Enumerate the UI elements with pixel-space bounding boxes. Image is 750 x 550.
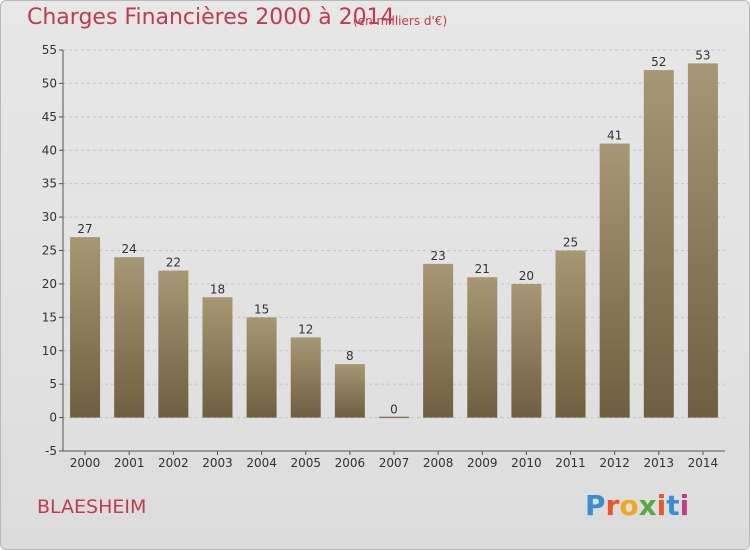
brand-letter: P xyxy=(585,489,606,522)
value-label-2000: 27 xyxy=(77,222,92,236)
value-label-2004: 15 xyxy=(254,302,269,316)
value-label-2010: 20 xyxy=(519,269,534,283)
y-tick-label: 30 xyxy=(42,210,57,224)
x-axis-ticks: 2000 2001 2002 2003 2004 2005 2006 2007 2008 2009… xyxy=(70,451,718,470)
bar-2004 xyxy=(246,317,277,418)
brand-letter: x xyxy=(638,489,657,522)
y-tick-label: 50 xyxy=(42,76,57,90)
value-label-2001: 24 xyxy=(122,242,137,256)
value-label-2002: 22 xyxy=(166,256,181,270)
brand-letter: r xyxy=(605,489,620,522)
x-tick-label-2000: 2000 xyxy=(70,456,101,470)
brand-logo: Proxiti xyxy=(585,489,689,522)
y-tick-label: 55 xyxy=(42,43,57,57)
x-tick-label-2010: 2010 xyxy=(511,456,542,470)
bar-2007 xyxy=(379,416,409,419)
bar-2012 xyxy=(599,143,630,418)
chart-title: Charges Financières 2000 à 2014 xyxy=(27,5,395,30)
brand-letter: o xyxy=(619,489,639,522)
brand-letter: i xyxy=(656,489,667,522)
y-tick-label: 40 xyxy=(42,143,57,157)
x-tick-label-2009: 2009 xyxy=(467,456,498,470)
x-tick-label-2011: 2011 xyxy=(555,456,586,470)
y-tick-label: 25 xyxy=(42,244,57,258)
bar-2009 xyxy=(467,277,498,418)
value-label-2014: 53 xyxy=(695,48,710,62)
bar-2011 xyxy=(555,250,586,418)
x-tick-label-2012: 2012 xyxy=(599,456,630,470)
x-tick-label-2008: 2008 xyxy=(423,456,454,470)
x-tick-label-2014: 2014 xyxy=(688,456,719,470)
y-tick-label: 0 xyxy=(49,411,57,425)
x-tick-label-2004: 2004 xyxy=(246,456,277,470)
value-label-2012: 41 xyxy=(607,129,622,143)
value-label-2003: 18 xyxy=(210,282,225,296)
bar-2006 xyxy=(334,364,365,418)
bar-2010 xyxy=(511,283,542,418)
value-label-2006: 8 xyxy=(346,349,354,363)
bar-2013 xyxy=(643,70,674,418)
y-tick-label: 35 xyxy=(42,177,57,191)
value-labels: 27 24 22 18 15 12 8 0 23 21 20 25 41 52 53 xyxy=(77,48,710,416)
y-axis-ticks: -5 0 5 10 15 20 25 30 35 40 45 50 55 xyxy=(42,43,63,458)
y-tick-label: 45 xyxy=(42,110,57,124)
bar-2003 xyxy=(202,297,233,418)
x-tick-label-2001: 2001 xyxy=(114,456,145,470)
bar-2001 xyxy=(114,257,145,418)
y-tick-label: 10 xyxy=(42,344,57,358)
y-tick-label: 20 xyxy=(42,277,57,291)
bar-2002 xyxy=(158,270,189,418)
x-tick-label-2005: 2005 xyxy=(290,456,321,470)
y-tick-label: 15 xyxy=(42,310,57,324)
brand-letter: t xyxy=(666,489,680,522)
bar-2008 xyxy=(423,263,454,418)
value-label-2008: 23 xyxy=(430,249,445,263)
brand-letter: i xyxy=(679,489,690,522)
bar-2005 xyxy=(290,337,321,418)
value-label-2005: 12 xyxy=(298,322,313,336)
x-tick-label-2006: 2006 xyxy=(335,456,366,470)
bar-2014 xyxy=(687,63,718,418)
value-label-2013: 52 xyxy=(651,55,666,69)
x-tick-label-2007: 2007 xyxy=(379,456,410,470)
y-tick-label: -5 xyxy=(45,444,57,458)
value-label-2007: 0 xyxy=(390,403,398,417)
chart-subtitle: (en milliers d'€) xyxy=(353,14,448,28)
value-label-2009: 21 xyxy=(475,262,490,276)
x-tick-label-2003: 2003 xyxy=(202,456,233,470)
bar-2000 xyxy=(70,237,101,418)
y-tick-label: 5 xyxy=(49,377,57,391)
x-tick-label-2002: 2002 xyxy=(158,456,189,470)
city-name: BLAESHEIM xyxy=(37,496,147,518)
value-label-2011: 25 xyxy=(563,236,578,250)
x-tick-label-2013: 2013 xyxy=(644,456,675,470)
bars xyxy=(70,63,718,419)
